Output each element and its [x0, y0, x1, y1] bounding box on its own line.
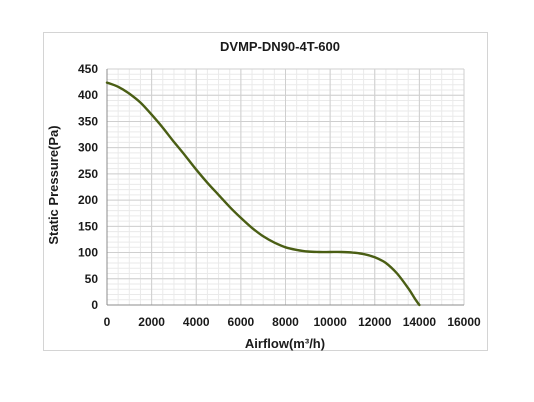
x-tick-label: 10000	[313, 315, 347, 329]
y-axis-title: Static Pressure(Pa)	[46, 125, 61, 244]
y-tick-label: 100	[78, 246, 98, 260]
axis-layer	[106, 69, 464, 306]
x-tick-label: 14000	[403, 315, 437, 329]
y-tick-label: 300	[78, 141, 98, 155]
chart-title: DVMP-DN90-4T-600	[220, 39, 340, 54]
y-tick-label: 350	[78, 114, 98, 128]
x-tick-label: 12000	[358, 315, 392, 329]
grid-layer	[106, 68, 465, 306]
x-tick-label: 8000	[272, 315, 299, 329]
x-tick-label: 0	[104, 315, 111, 329]
x-tick-label: 6000	[228, 315, 255, 329]
y-tick-label: 400	[78, 88, 98, 102]
y-tick-label: 450	[78, 62, 98, 76]
y-tick-label: 50	[85, 272, 99, 286]
y-tick-label: 250	[78, 167, 98, 181]
y-tick-label: 0	[91, 298, 98, 312]
performance-curve-line	[105, 81, 421, 307]
y-tick-label: 150	[78, 219, 98, 233]
tick-labels: 0 2000 4000 6000 8000 10000 12000 14000 16000 0 50…	[78, 62, 481, 329]
series-layer	[105, 81, 421, 307]
x-tick-label: 4000	[183, 315, 210, 329]
y-tick-label: 200	[78, 193, 98, 207]
x-tick-label: 16000	[447, 315, 481, 329]
x-tick-label: 2000	[138, 315, 165, 329]
x-axis-title: Airflow(m³/h)	[245, 336, 325, 351]
